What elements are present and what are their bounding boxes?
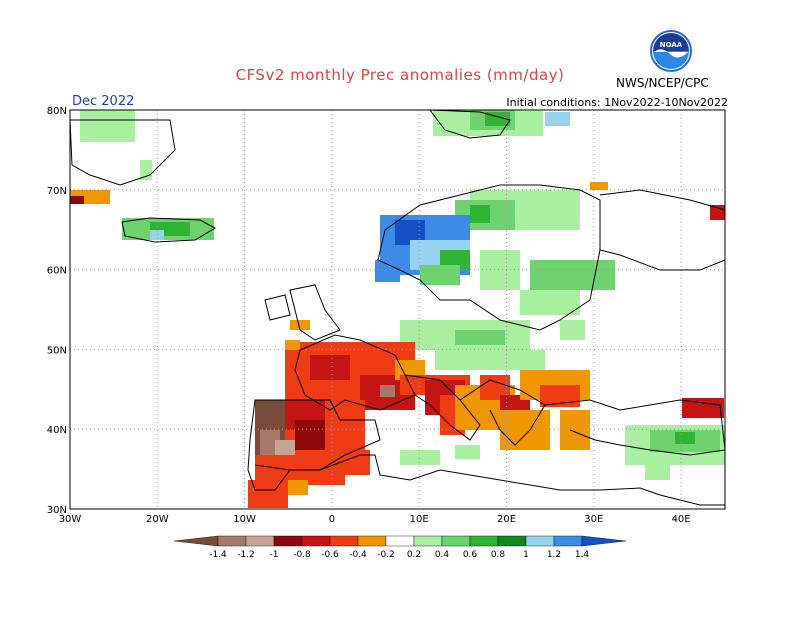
lat-label: 30N [47,505,67,516]
colorbar-label: -1.4 [209,550,227,560]
lon-label: 0 [329,514,335,525]
colorbar-segment [441,535,471,547]
colorbar-segment [217,535,247,547]
colorbar-segment [525,535,555,547]
colorbar-label: 0.2 [407,550,421,560]
lat-label: 60N [47,266,67,277]
greenland-wet-region [80,110,152,180]
central-europe-wet-region [400,320,585,370]
lat-label: 50N [47,345,67,356]
latitude-labels: 80N 70N 60N 50N 40N 30N [47,106,67,516]
colorbar-label: 1.4 [575,550,590,560]
longitude-labels: 30W 20W 10W 0 10E 20E 30E 40E [59,514,691,525]
lon-label: 30E [584,514,603,525]
colorbar-segment [497,535,527,547]
scandinavia-wet-region [375,190,615,315]
colorbar-label: -0.8 [293,550,311,560]
colorbar-segment [173,535,219,547]
lon-label: 20E [497,514,516,525]
colorbar-segment [469,535,499,547]
colorbar-segment [357,535,387,547]
colorbar-label: -0.2 [377,550,395,560]
lat-label: 80N [47,106,67,117]
colorbar: -1.4 -1.2 -1 -0.8 -0.6 -0.4 -0.2 0.2 0.4 0.6 0.8 1 1… [173,535,627,560]
colorbar-label: -1 [270,550,279,560]
western-europe-dry-region [70,182,725,508]
colorbar-label: 1.2 [547,550,561,560]
colorbar-segment [553,535,583,547]
lon-label: 10W [233,514,256,525]
noaa-logo-icon: NOAA [650,30,692,72]
colorbar-segment [329,535,359,547]
colorbar-segment [413,535,443,547]
colorbar-label: 0.8 [491,550,506,560]
colorbar-segment [581,535,627,547]
colorbar-label: -0.4 [349,550,367,560]
lat-label: 40N [47,425,67,436]
lon-label: 20W [146,514,169,525]
colorbar-label: -0.6 [321,550,339,560]
colorbar-label: 0.4 [435,550,450,560]
turkey-east-wet-region [400,425,725,480]
map-title: CFSv2 monthly Prec anomalies (mm/day) [235,66,565,84]
agency-label: NWS/NCEP/CPC [616,76,709,90]
lon-label: 10E [410,514,429,525]
map-frame [69,109,726,510]
anomaly-layer [70,110,725,508]
colorbar-label: 1 [523,550,529,560]
logo-text: NOAA [660,41,683,49]
coastlines [69,109,726,506]
lat-label: 70N [47,186,67,197]
forecast-month: Dec 2022 [72,94,135,109]
lon-label: 40E [672,514,691,525]
initial-conditions: Initial conditions: 1Nov2022-10Nov2022 [506,96,728,109]
colorbar-segment [385,535,415,547]
colorbar-segment [245,535,275,547]
colorbar-label: -1.2 [237,550,255,560]
colorbar-segment [273,535,303,547]
colorbar-label: 0.6 [463,550,478,560]
colorbar-segment [301,535,331,547]
lon-label: 30W [59,514,82,525]
